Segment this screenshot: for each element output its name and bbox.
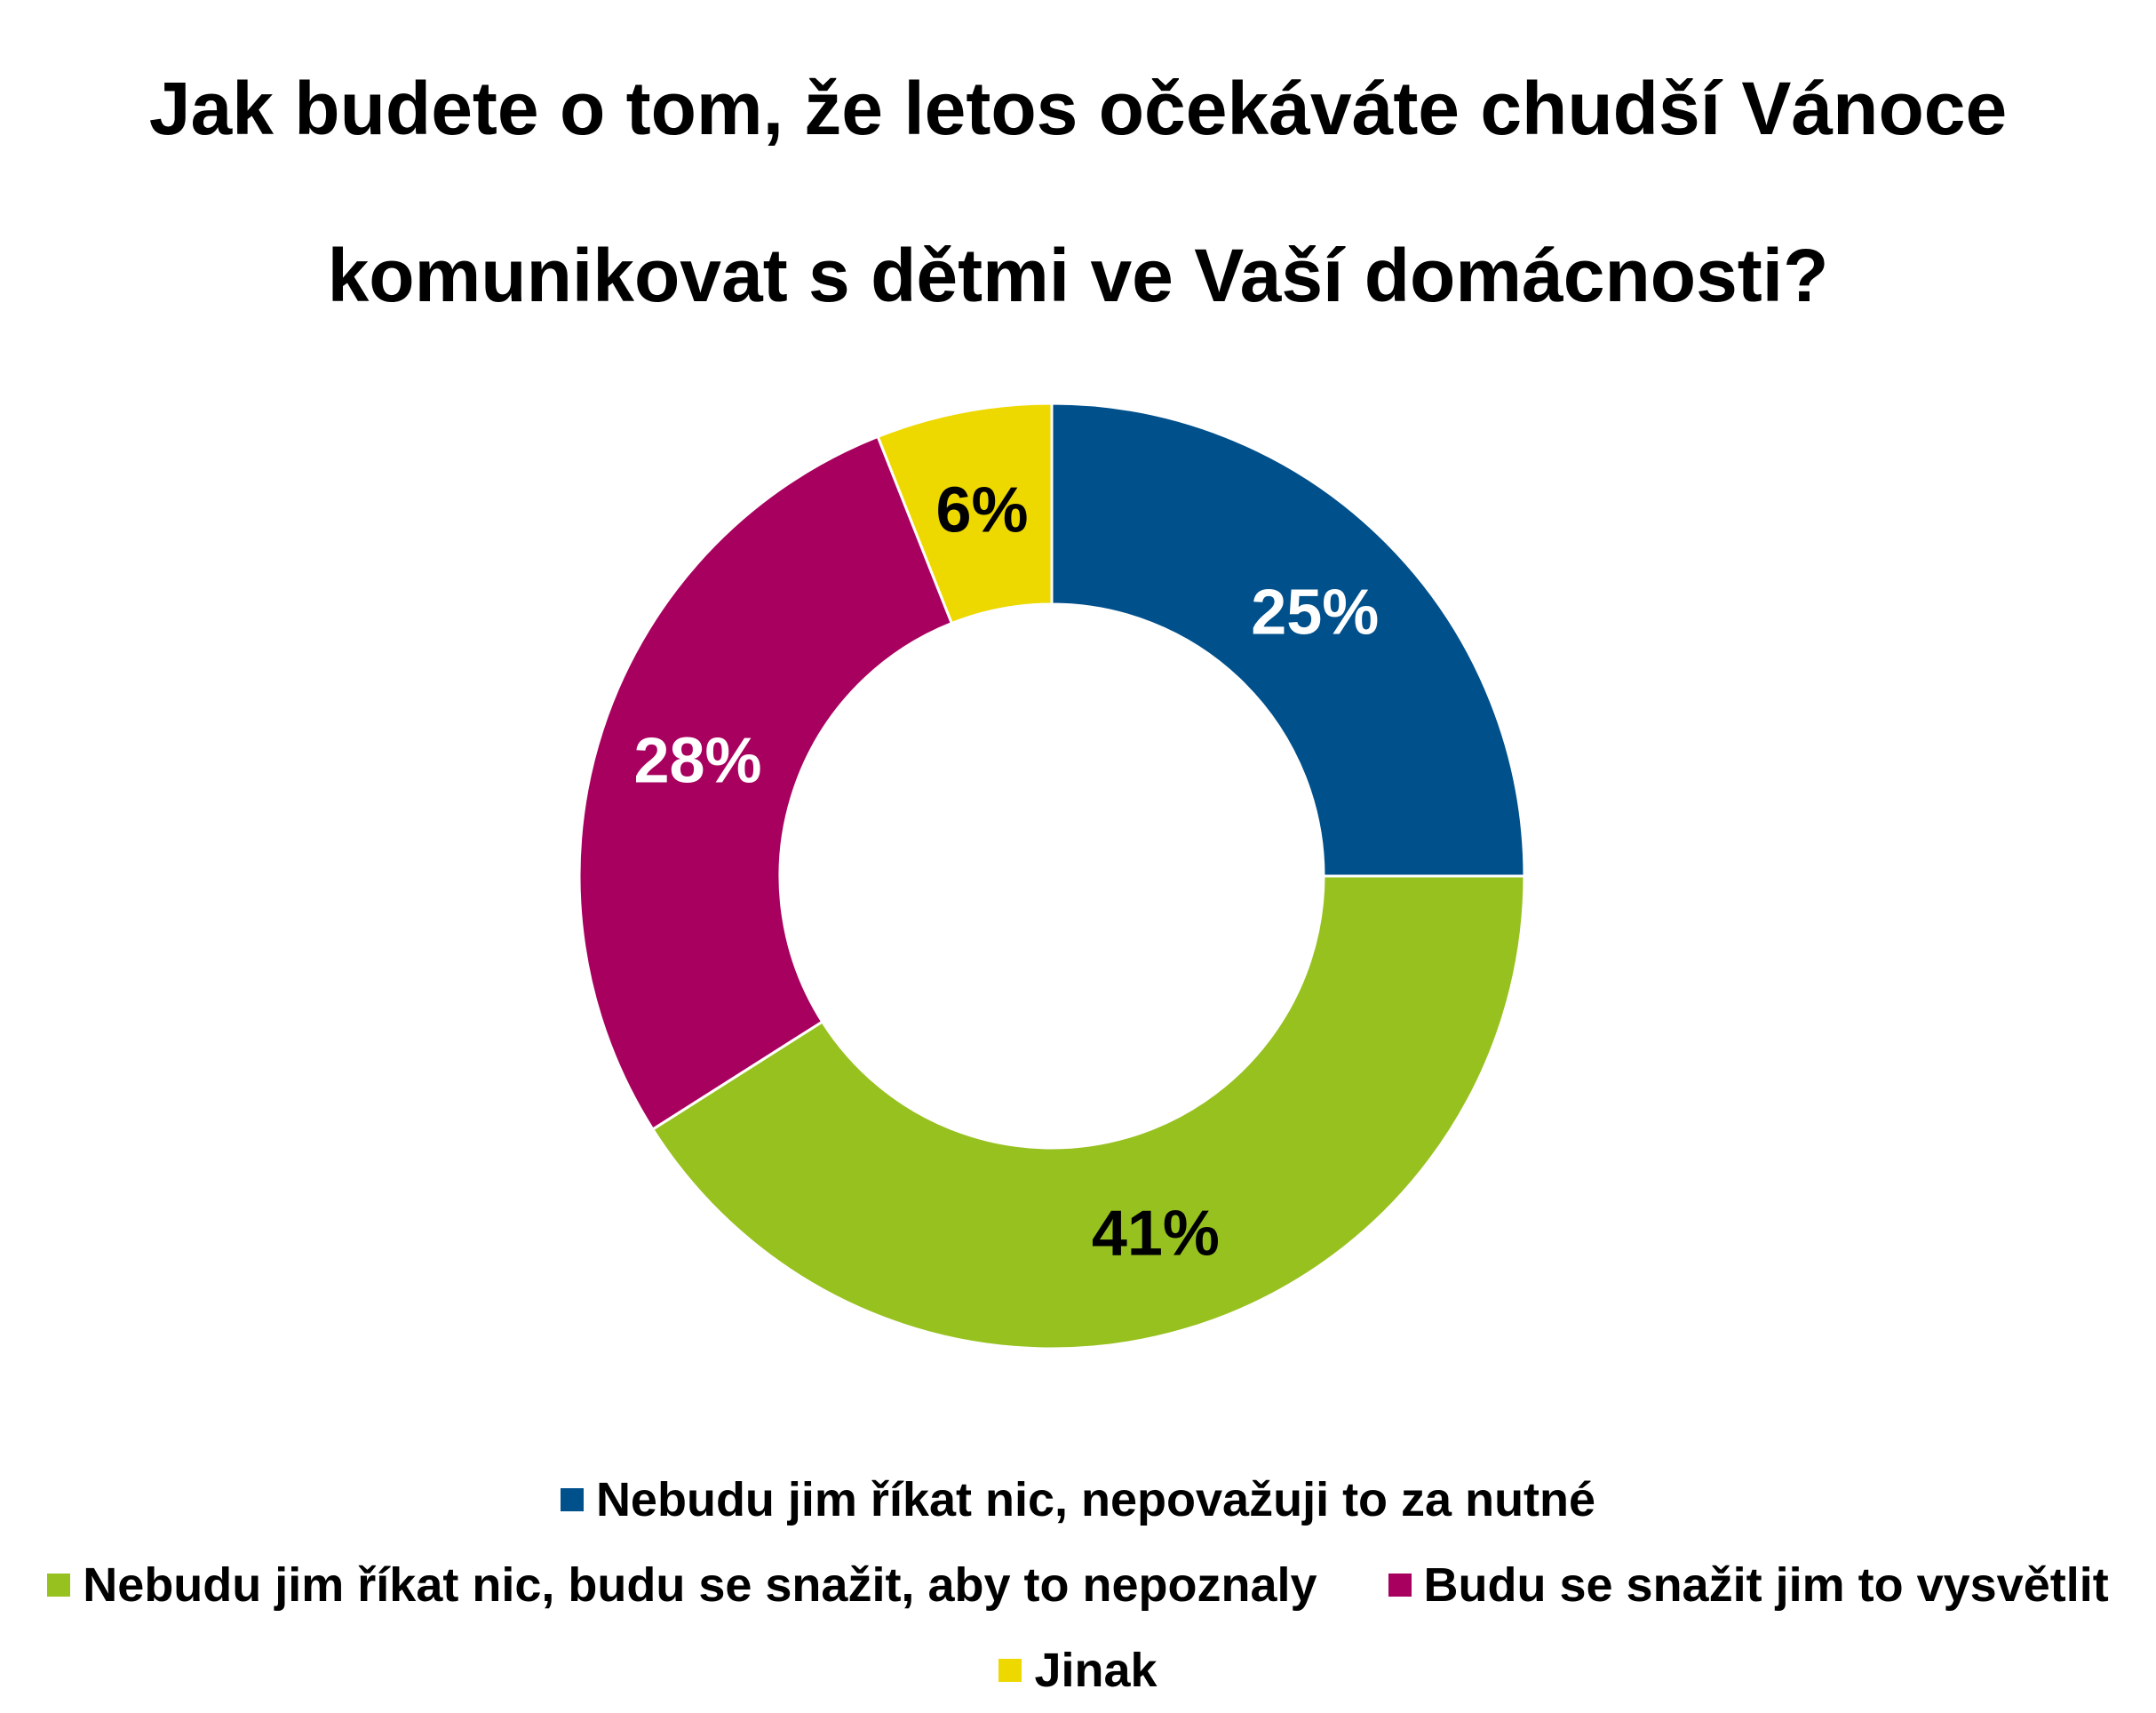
legend-row-2: Nebudu jim říkat nic, budu se snažit, ab… xyxy=(0,1542,2156,1628)
legend-label-vysvetlit: Budu se snažit jim to vysvětlit xyxy=(1423,1558,2109,1612)
slice-vysvetlit xyxy=(577,434,954,1132)
legend-label-jinak: Jinak xyxy=(1034,1644,1158,1697)
legend-swatch-jinak xyxy=(998,1659,1022,1682)
legend-swatch-nepovazuji xyxy=(560,1488,584,1511)
slice-nepoznaly xyxy=(650,874,1526,1350)
legend-item-nepovazuji: Nebudu jim říkat nic, nepovažuji to za n… xyxy=(560,1472,1596,1527)
legend-swatch-nepoznaly xyxy=(47,1574,71,1597)
slice-nepovazuji xyxy=(1050,402,1526,878)
legend-row-1: Nebudu jim říkat nic, nepovažuji to za n… xyxy=(0,1457,2156,1542)
legend-item-vysvetlit: Budu se snažit jim to vysvětlit xyxy=(1388,1558,2109,1613)
legend-label-nepovazuji: Nebudu jim říkat nic, nepovažuji to za n… xyxy=(595,1473,1596,1526)
value-label-vysvetlit: 28% xyxy=(633,726,761,797)
value-label-nepoznaly: 41% xyxy=(1092,1198,1220,1269)
legend-item-nepoznaly: Nebudu jim říkat nic, budu se snažit, ab… xyxy=(47,1558,1317,1613)
legend-label-nepoznaly: Nebudu jim říkat nic, budu se snažit, ab… xyxy=(83,1558,1317,1612)
donut-slices xyxy=(577,402,1526,1350)
legend-item-jinak: Jinak xyxy=(998,1643,1158,1698)
value-label-jinak: 6% xyxy=(935,474,1028,546)
value-label-nepovazuji: 25% xyxy=(1251,578,1379,649)
chart-title-line-1: Jak budete o tom, že letos očekáváte chu… xyxy=(148,67,2008,150)
donut-value-labels: 25% 41% 28% 6% xyxy=(633,474,1379,1269)
chart-title-line-2: komunikovat s dětmi ve Vaší domácnosti? xyxy=(327,234,1829,317)
legend: Nebudu jim říkat nic, nepovažuji to za n… xyxy=(0,1457,2156,1713)
slice-jinak xyxy=(876,402,1054,625)
legend-swatch-vysvetlit xyxy=(1388,1574,1412,1597)
legend-row-3: Jinak xyxy=(0,1628,2156,1713)
chart-title: Jak budete o tom, že letos očekáváte chu… xyxy=(0,25,2156,359)
